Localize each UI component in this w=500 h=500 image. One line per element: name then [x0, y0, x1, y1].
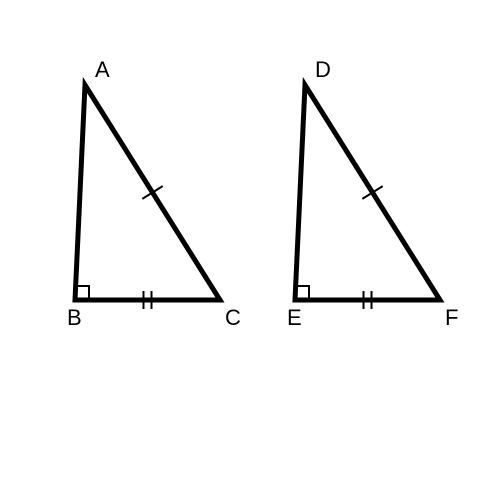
triangle-ABC — [75, 85, 220, 300]
vertex-label-E: E — [287, 305, 302, 330]
vertex-label-C: C — [225, 305, 241, 330]
vertex-label-D: D — [315, 57, 331, 82]
vertex-label-F: F — [445, 305, 458, 330]
triangle-DEF — [295, 85, 440, 300]
vertex-label-A: A — [95, 57, 110, 82]
vertex-label-B: B — [67, 305, 82, 330]
geometry-diagram: A B C D E F — [0, 0, 500, 500]
